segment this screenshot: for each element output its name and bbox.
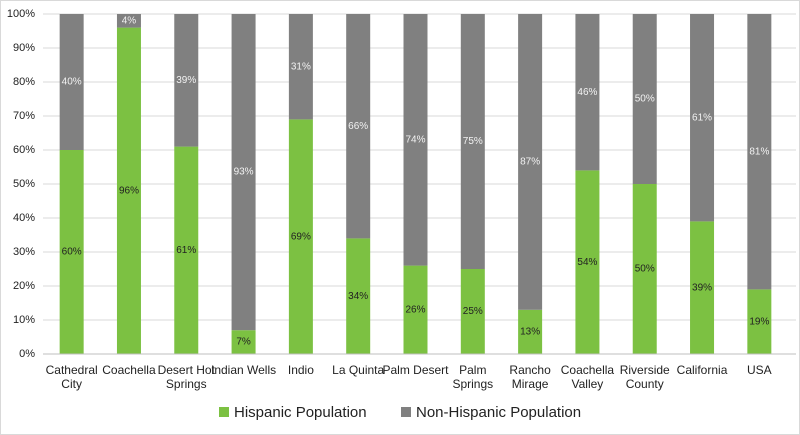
bar-segment (59, 14, 84, 150)
bar-segment (174, 14, 199, 147)
data-label: 40% (62, 77, 82, 88)
y-tick-label: 10% (13, 314, 35, 326)
data-label: 50% (635, 94, 655, 105)
bar-segment (575, 170, 600, 354)
y-tick-label: 50% (13, 178, 35, 190)
data-label: 50% (635, 264, 655, 275)
bar-segment (690, 221, 715, 354)
data-label: 74% (405, 134, 425, 145)
bar-segment (403, 265, 428, 354)
bar-segment (632, 184, 657, 354)
y-tick-label: 40% (13, 212, 35, 224)
x-tick-label: Coachella (102, 363, 156, 377)
bar-segment (231, 330, 256, 354)
bar-segment (518, 309, 543, 354)
data-label: 31% (291, 61, 311, 72)
legend-swatch (219, 407, 229, 417)
bar-segment (346, 14, 371, 239)
bar-segment (747, 289, 772, 354)
legend-label: Hispanic Population (234, 404, 367, 421)
data-label: 4% (122, 15, 137, 26)
x-tick-label: Palm Desert (382, 363, 449, 377)
x-tick-label: Riverside County (619, 363, 670, 391)
x-tick-label: USA (747, 363, 772, 377)
data-label: 66% (348, 121, 368, 132)
data-label: 61% (692, 112, 712, 123)
bar-segment (116, 14, 141, 28)
x-tick-label: La Quinta (332, 363, 385, 377)
data-label: 7% (236, 337, 251, 348)
y-tick-label: 30% (13, 246, 35, 258)
bar-segment (632, 14, 657, 184)
x-tick-label: Rancho Mirage (509, 363, 551, 391)
y-tick-label: 70% (13, 110, 35, 122)
data-label: 46% (577, 87, 597, 98)
bar-segment (231, 14, 256, 331)
y-tick-label: 100% (7, 8, 35, 20)
data-label: 25% (463, 306, 483, 317)
data-label: 26% (405, 304, 425, 315)
data-label: 60% (62, 247, 82, 258)
bar-segment (288, 14, 313, 120)
data-label: 75% (463, 136, 483, 147)
data-label: 39% (692, 282, 712, 293)
bar-segment (460, 14, 485, 269)
legend-swatch (401, 407, 411, 417)
data-label: 39% (176, 75, 196, 86)
x-tick-label: Palm Springs (452, 363, 494, 391)
bar-segment (174, 146, 199, 354)
y-tick-label: 80% (13, 76, 35, 88)
y-tick-label: 0% (19, 348, 35, 360)
data-label: 34% (348, 291, 368, 302)
bar-segment (690, 14, 715, 222)
data-label: 54% (577, 257, 597, 268)
data-label: 87% (520, 157, 540, 168)
bar-segment (403, 14, 428, 266)
y-tick-label: 90% (13, 42, 35, 54)
data-label: 19% (749, 316, 769, 327)
data-label: 81% (749, 146, 769, 157)
bar-segment (575, 14, 600, 171)
bar-segment (460, 269, 485, 354)
data-label: 13% (520, 327, 540, 338)
x-tick-label: Desert Hot Springs (157, 363, 215, 391)
x-tick-label: Indio (287, 363, 314, 377)
data-label: 69% (291, 231, 311, 242)
x-tick-label: Indian Wells (210, 363, 277, 377)
legend-label: Non-Hispanic Population (416, 404, 581, 421)
y-tick-label: 60% (13, 144, 35, 156)
y-tick-label: 20% (13, 280, 35, 292)
x-tick-label: Cathedral City (45, 363, 98, 391)
bar-segment (116, 27, 141, 354)
bar-segment (288, 119, 313, 355)
data-label: 93% (234, 167, 254, 178)
data-label: 96% (119, 185, 139, 196)
bar-segment (518, 14, 543, 310)
bar-segment (59, 150, 84, 354)
x-tick-label: California (676, 363, 728, 377)
data-label: 61% (176, 245, 196, 256)
x-tick-label: Coachella Valley (560, 363, 615, 391)
bar-segment (747, 14, 772, 290)
bar-segment (346, 238, 371, 354)
